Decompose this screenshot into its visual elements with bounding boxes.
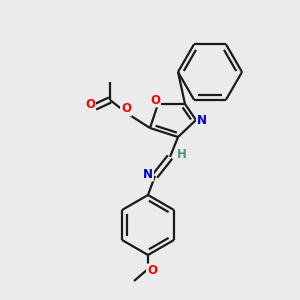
- Text: N: N: [143, 167, 153, 181]
- Text: O: O: [150, 94, 160, 106]
- Text: H: H: [177, 148, 187, 161]
- Text: N: N: [197, 113, 207, 127]
- Text: O: O: [147, 265, 157, 278]
- Text: O: O: [85, 98, 95, 110]
- Text: O: O: [121, 103, 131, 116]
